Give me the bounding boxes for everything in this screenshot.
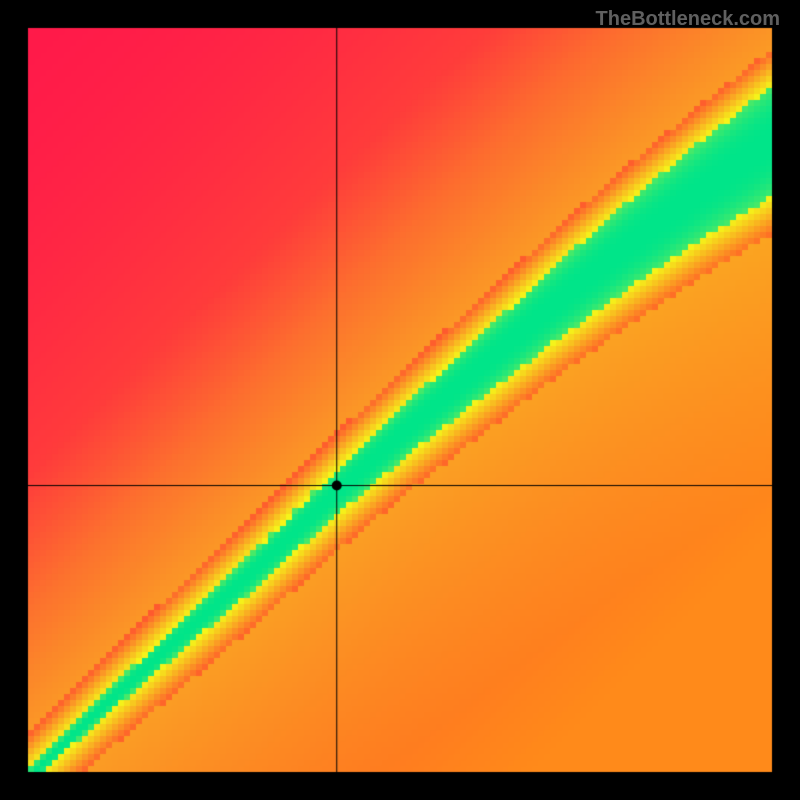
watermark-text: TheBottleneck.com [596,8,780,31]
bottleneck-heatmap [0,0,800,800]
chart-container: TheBottleneck.com [0,0,800,800]
